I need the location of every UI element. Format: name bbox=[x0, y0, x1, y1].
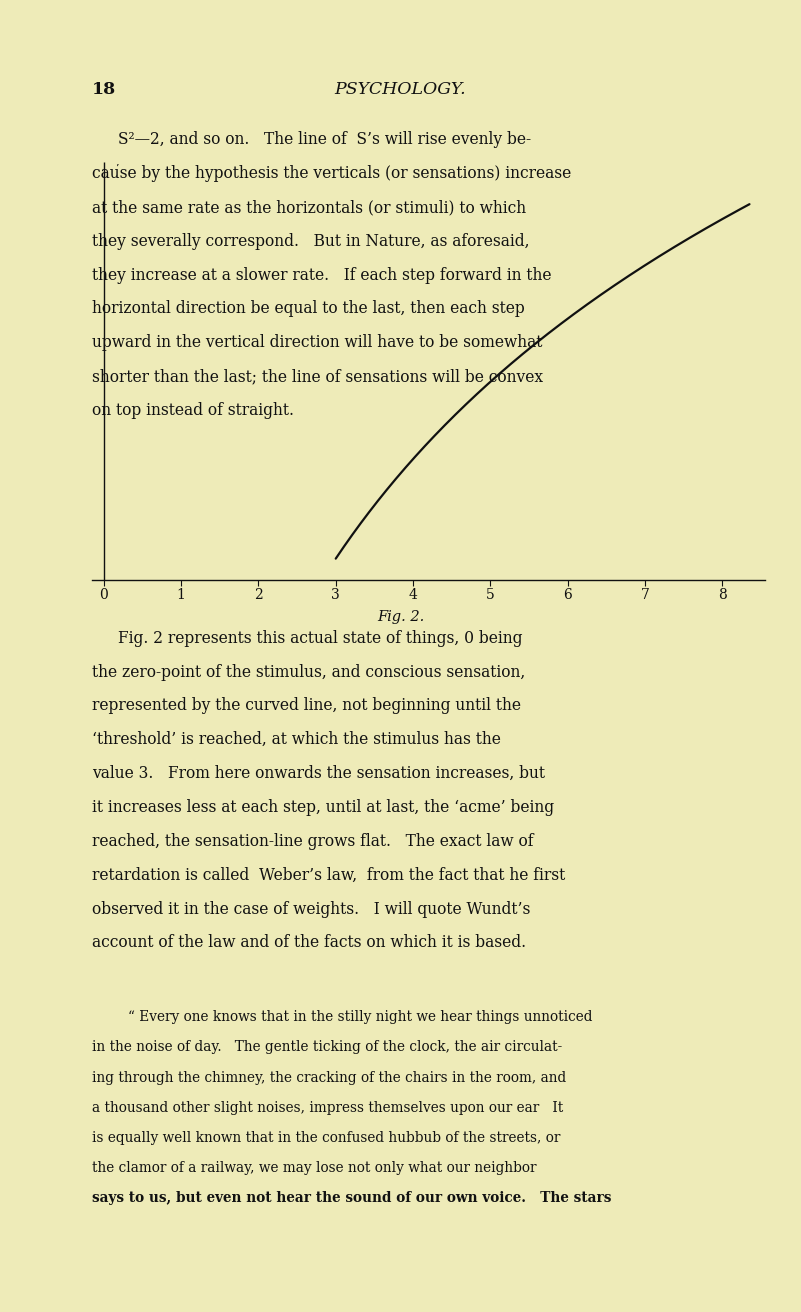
Text: PSYCHOLOGY.: PSYCHOLOGY. bbox=[335, 81, 466, 98]
Text: represented by the curved line, not beginning until the: represented by the curved line, not begi… bbox=[92, 698, 521, 715]
Text: Fig. 2.: Fig. 2. bbox=[377, 610, 424, 625]
Text: is equally well known that in the confused hubbub of the streets, or: is equally well known that in the confus… bbox=[92, 1131, 561, 1145]
Text: it increases less at each step, until at last, the ‘acme’ being: it increases less at each step, until at… bbox=[92, 799, 554, 816]
Text: the zero-point of the stimulus, and conscious sensation,: the zero-point of the stimulus, and cons… bbox=[92, 664, 525, 681]
Text: 18: 18 bbox=[92, 81, 116, 98]
Text: account of the law and of the facts on which it is based.: account of the law and of the facts on w… bbox=[92, 934, 526, 951]
Text: S²—2, and so on.   The line of  S’s will rise evenly be-: S²—2, and so on. The line of S’s will ri… bbox=[118, 131, 531, 148]
Text: at the same rate as the horizontals (or stimuli) to which: at the same rate as the horizontals (or … bbox=[92, 199, 526, 216]
Text: ’: ’ bbox=[115, 164, 119, 173]
Text: the clamor of a railway, we may lose not only what our neighbor: the clamor of a railway, we may lose not… bbox=[92, 1161, 537, 1176]
Text: “ Every one knows that in the stilly night we hear things unnoticed: “ Every one knows that in the stilly nig… bbox=[128, 1010, 593, 1025]
Text: in the noise of day.   The gentle ticking of the clock, the air circulat-: in the noise of day. The gentle ticking … bbox=[92, 1040, 562, 1055]
Text: they increase at a slower rate.   If each step forward in the: they increase at a slower rate. If each … bbox=[92, 266, 552, 283]
Text: cause by the hypothesis the verticals (or sensations) increase: cause by the hypothesis the verticals (o… bbox=[92, 165, 571, 182]
Text: upward in the vertical direction will have to be somewhat: upward in the vertical direction will ha… bbox=[92, 335, 542, 352]
Text: horizontal direction be equal to the last, then each step: horizontal direction be equal to the las… bbox=[92, 300, 525, 318]
Text: ‘threshold’ is reached, at which the stimulus has the: ‘threshold’ is reached, at which the sti… bbox=[92, 731, 501, 748]
Text: on top instead of straight.: on top instead of straight. bbox=[92, 401, 294, 419]
Text: reached, the sensation-line grows flat.   The exact law of: reached, the sensation-line grows flat. … bbox=[92, 833, 533, 850]
Text: shorter than the last; the line of sensations will be convex: shorter than the last; the line of sensa… bbox=[92, 369, 543, 386]
Text: ing through the chimney, the cracking of the chairs in the room, and: ing through the chimney, the cracking of… bbox=[92, 1071, 566, 1085]
Text: they severally correspond.   But in Nature, as aforesaid,: they severally correspond. But in Nature… bbox=[92, 232, 529, 249]
Text: retardation is called  Weber’s law,  from the fact that he first: retardation is called Weber’s law, from … bbox=[92, 867, 566, 884]
Text: a thousand other slight noises, impress themselves upon our ear   It: a thousand other slight noises, impress … bbox=[92, 1101, 563, 1115]
Text: says to us, but even not hear the sound of our own voice.   The stars: says to us, but even not hear the sound … bbox=[92, 1191, 611, 1206]
Text: value 3.   From here onwards the sensation increases, but: value 3. From here onwards the sensation… bbox=[92, 765, 545, 782]
Text: Fig. 2 represents this actual state of things, 0 being: Fig. 2 represents this actual state of t… bbox=[118, 630, 522, 647]
Text: observed it in the case of weights.   I will quote Wundt’s: observed it in the case of weights. I wi… bbox=[92, 900, 530, 917]
